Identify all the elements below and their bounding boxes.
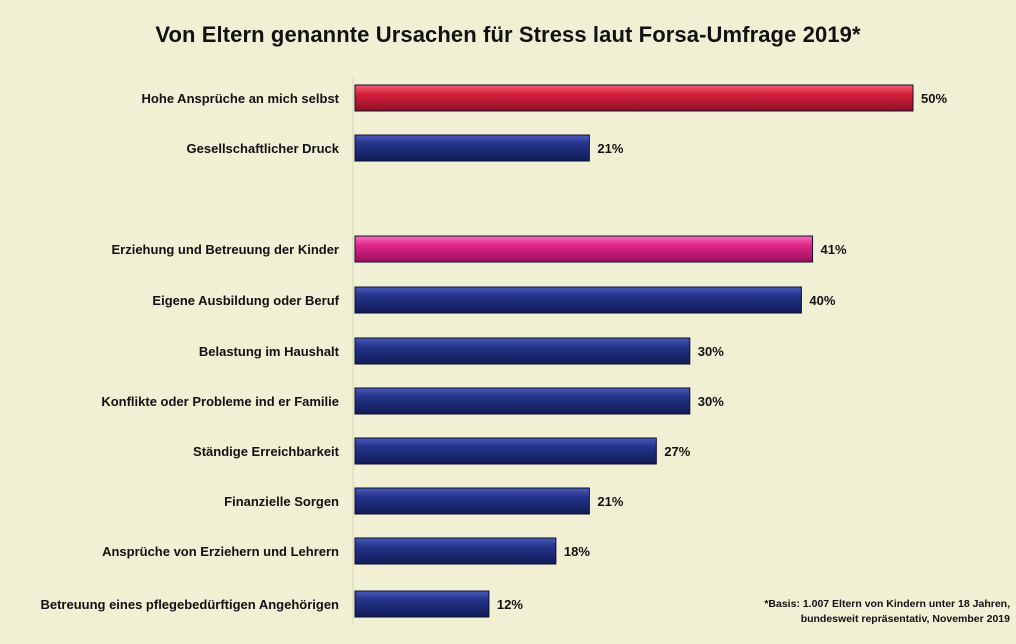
bar-4 [354, 286, 802, 314]
category-label-3: Erziehung und Betreuung der Kinder [111, 242, 339, 257]
category-label-2: Gesellschaftlicher Druck [187, 141, 340, 156]
value-label-4: 40% [809, 293, 835, 308]
category-label-9: Ansprüche von Erziehern und Lehrern [102, 544, 339, 559]
bar-1 [354, 84, 914, 112]
value-label-9: 18% [564, 544, 590, 559]
category-label-8: Finanzielle Sorgen [224, 494, 339, 509]
footnote-line-1: *Basis: 1.007 Eltern von Kindern unter 1… [764, 598, 1010, 610]
category-label-5: Belastung im Haushalt [199, 344, 340, 359]
bars-group [354, 84, 914, 618]
bar-7 [354, 437, 657, 465]
category-label-7: Ständige Erreichbarkeit [193, 444, 340, 459]
value-label-2: 21% [597, 141, 623, 156]
bar-9 [354, 537, 557, 565]
footnote: *Basis: 1.007 Eltern von Kindern unter 1… [764, 597, 1010, 627]
bar-2 [354, 134, 590, 162]
value-label-8: 21% [597, 494, 623, 509]
bar-3 [354, 235, 814, 263]
value-labels-group: 50% 21% 41% 40% 30% 30% 27% 21% 18% 12% [497, 91, 948, 612]
value-label-1: 50% [921, 91, 947, 106]
bar-10 [354, 590, 490, 618]
bar-8 [354, 487, 590, 515]
category-labels-group: Hohe Ansprüche an mich selbst Gesellschaf… [40, 91, 339, 612]
bar-5 [354, 337, 691, 365]
value-label-5: 30% [698, 344, 724, 359]
category-label-4: Eigene Ausbildung oder Beruf [152, 293, 339, 308]
value-label-7: 27% [664, 444, 690, 459]
value-label-10: 12% [497, 597, 523, 612]
bar-6 [354, 387, 691, 415]
category-label-6: Konflikte oder Probleme ind er Familie [101, 394, 339, 409]
footnote-line-2: bundesweit repräsentativ, November 2019 [800, 613, 1010, 625]
category-label-1: Hohe Ansprüche an mich selbst [142, 91, 340, 106]
value-label-6: 30% [698, 394, 724, 409]
category-label-10: Betreuung eines pflegebedürftigen Angehö… [40, 597, 339, 612]
value-label-3: 41% [821, 242, 847, 257]
chart-title: Von Eltern genannte Ursachen für Stress … [155, 22, 861, 47]
